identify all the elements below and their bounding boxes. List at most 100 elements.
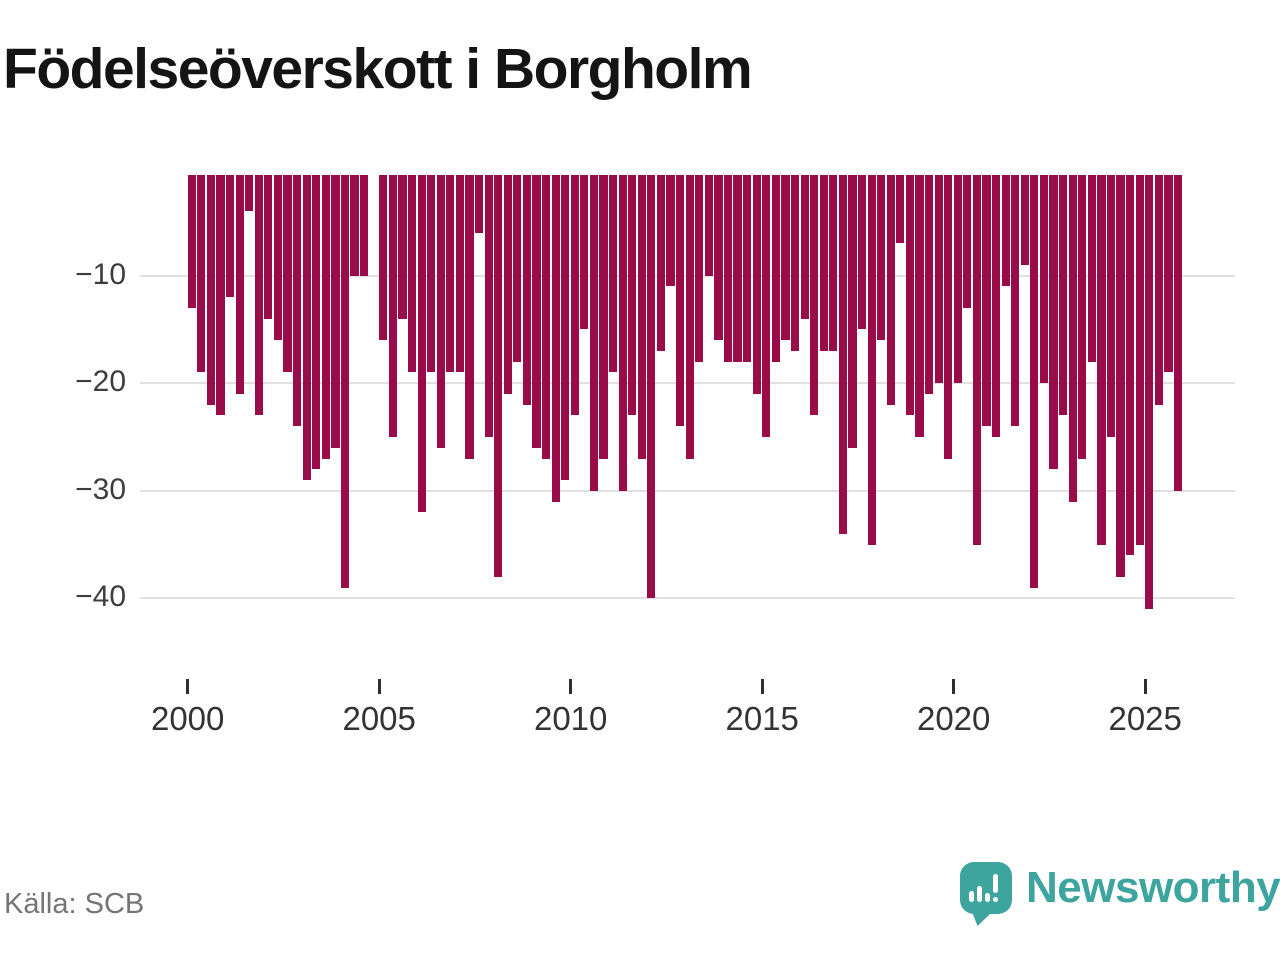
bar-quarter-2000q2 [197, 174, 206, 373]
bar-quarter-2023q1 [1068, 174, 1077, 502]
x-tick-2025 [1143, 679, 1147, 694]
x-axis-label-2015: 2015 [725, 700, 799, 737]
bar-quarter-2023q3 [1087, 174, 1096, 362]
y-axis-label: −10 [75, 257, 126, 291]
bar-quarter-2007q1 [455, 174, 464, 373]
bar-quarter-2013q4 [714, 174, 723, 341]
bar-quarter-2001q4 [254, 174, 263, 416]
bar-quarter-2018q3 [896, 174, 905, 244]
bar-quarter-2005q4 [407, 174, 417, 373]
bar-quarter-2004q1 [340, 174, 350, 588]
bar-quarter-2016q2 [810, 174, 819, 416]
bar-quarter-2004q3 [360, 174, 369, 276]
x-tick-2010 [569, 679, 573, 694]
bar-quarter-2016q1 [800, 174, 809, 319]
bar-quarter-2021q4 [1020, 174, 1029, 265]
bar-quarter-2000q3 [206, 174, 216, 405]
bar-quarter-2001q3 [245, 174, 254, 212]
bar-quarter-2016q3 [819, 174, 828, 351]
bar-quarter-2010q3 [589, 174, 599, 491]
bar-quarter-2022q1 [1030, 174, 1039, 588]
x-axis-label-2010: 2010 [533, 700, 608, 737]
bar-quarter-2010q1 [570, 174, 579, 416]
bar-quarter-2011q3 [628, 174, 637, 416]
bar-quarter-2002q4 [293, 174, 302, 427]
x-axis-label-2000: 2000 [150, 700, 225, 737]
bar-quarter-2016q4 [829, 174, 838, 351]
bar-quarter-2024q1 [1106, 174, 1116, 437]
bar-quarter-2021q2 [1001, 174, 1010, 287]
y-axis-label: −40 [75, 580, 126, 614]
x-tick-2020 [952, 679, 956, 694]
bar-quarter-2008q4 [522, 174, 531, 405]
logo-exclamation-icon [993, 874, 998, 893]
bar-quarter-2002q3 [283, 174, 292, 373]
bar-quarter-2018q1 [877, 174, 886, 341]
bar-quarter-2019q1 [915, 174, 924, 437]
bar-quarter-2015q3 [781, 174, 790, 341]
bar-quarter-2003q4 [331, 174, 340, 448]
bar-quarter-2015q2 [771, 174, 780, 362]
bar-quarter-2014q3 [743, 174, 752, 362]
bar-quarter-2012q2 [656, 174, 666, 351]
logo-minibar-icon [969, 891, 974, 902]
bar-quarter-2011q2 [618, 174, 627, 491]
bar-quarter-2013q2 [695, 174, 704, 362]
bar-quarter-2009q2 [541, 174, 551, 459]
bar-quarter-2014q4 [752, 174, 761, 394]
bar-quarter-2017q2 [848, 174, 857, 448]
x-axis-label-2005: 2005 [342, 700, 416, 737]
bar-quarter-2003q3 [321, 174, 330, 459]
bar-quarter-2010q4 [599, 174, 608, 459]
bar-quarter-2017q4 [867, 174, 876, 545]
chart-title: Födelseöverskott i Borgholm [3, 37, 753, 101]
bar-quarter-2014q1 [723, 174, 733, 362]
bar-quarter-2009q1 [532, 174, 541, 448]
bar-quarter-2008q1 [494, 174, 503, 577]
bar-quarter-2021q1 [992, 174, 1001, 437]
bar-quarter-2003q2 [312, 174, 321, 470]
bar-quarter-2012q1 [647, 174, 656, 599]
bar-quarter-2015q1 [762, 174, 771, 437]
x-axis-label-2020: 2020 [916, 700, 991, 737]
bar-quarter-2022q2 [1039, 174, 1049, 384]
bar-quarter-2006q1 [417, 174, 426, 513]
bar-quarter-2025q3 [1164, 174, 1173, 373]
bar-quarter-2002q1 [264, 174, 273, 319]
bar-quarter-2012q3 [666, 174, 675, 287]
bar-quarter-2024q4 [1135, 174, 1144, 545]
logo-exclamation-dot [993, 897, 998, 902]
bar-quarter-2022q3 [1049, 174, 1058, 470]
bar-quarter-2001q2 [235, 174, 244, 394]
bar-quarter-2005q3 [398, 174, 407, 319]
bar-quarter-2004q2 [350, 174, 359, 276]
bar-quarter-2025q2 [1154, 174, 1163, 405]
bar-quarter-2007q2 [465, 174, 474, 459]
bar-quarter-2006q3 [436, 174, 445, 448]
bar-quarter-2017q1 [838, 174, 847, 534]
bar-quarter-2024q2 [1116, 174, 1125, 577]
bar-quarter-2000q4 [216, 174, 225, 416]
bar-quarter-2018q2 [886, 174, 895, 405]
bar-quarter-2008q3 [513, 174, 522, 362]
x-axis-label-2025: 2025 [1108, 700, 1182, 737]
bar-quarter-2003q1 [302, 174, 311, 481]
bar-quarter-2011q4 [637, 174, 646, 459]
logo-minibar-icon [977, 886, 982, 902]
bar-quarter-2013q1 [685, 174, 694, 459]
bar-quarter-2025q1 [1145, 174, 1154, 610]
bar-quarter-2008q2 [503, 174, 512, 394]
bar-quarter-2023q2 [1078, 174, 1087, 459]
logo-bubble-tail [972, 912, 992, 926]
bar-quarter-2006q4 [446, 174, 455, 373]
bar-quarter-2020q2 [963, 174, 972, 308]
bar-quarter-2019q2 [924, 174, 934, 394]
bar-quarter-2001q1 [226, 174, 235, 298]
bar-quarter-2023q4 [1097, 174, 1106, 545]
bar-quarter-2006q2 [427, 174, 436, 373]
bar-quarter-2002q2 [273, 174, 283, 341]
bar-quarter-2005q2 [388, 174, 397, 437]
bar-quarter-2025q4 [1173, 174, 1183, 491]
source-label: Källa: SCB [4, 888, 145, 920]
bar-quarter-2018q4 [905, 174, 914, 416]
